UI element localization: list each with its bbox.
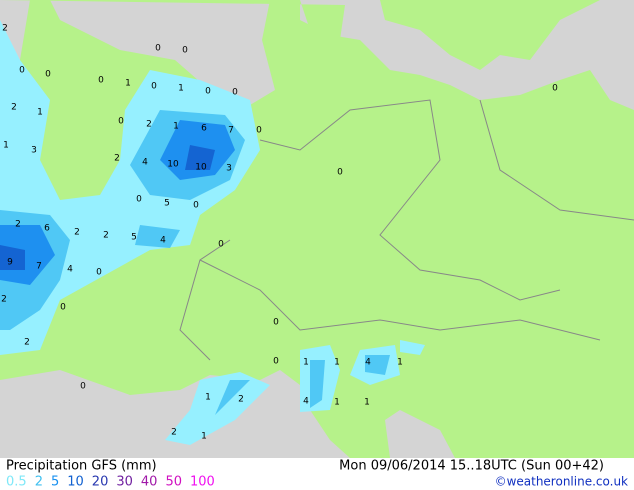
precip-value: 0 xyxy=(155,44,161,54)
legend-item: 5 xyxy=(51,475,59,490)
precip-value: 5 xyxy=(164,199,170,209)
precip-value: 4 xyxy=(365,358,371,368)
legend-item: 40 xyxy=(141,475,158,490)
precip-value: 2 xyxy=(238,395,244,405)
precip-value: 0 xyxy=(232,88,238,98)
precip-value: 1 xyxy=(205,393,211,403)
precip-value: 2 xyxy=(146,120,152,130)
precip-value: 0 xyxy=(80,382,86,392)
precip-value: 1 xyxy=(303,358,309,368)
precip-value: 0 xyxy=(45,70,51,80)
precip-value: 7 xyxy=(228,126,234,136)
legend: 0.5 2 5 10 20 30 40 50 100 xyxy=(6,475,215,490)
precip-value: 3 xyxy=(226,164,232,174)
rain-0-5 xyxy=(0,20,260,355)
rain-5 xyxy=(0,120,235,285)
baltic xyxy=(300,0,634,110)
precip-value: 1 xyxy=(178,84,184,94)
border xyxy=(179,239,231,361)
precip-value: 2 xyxy=(114,154,120,164)
precip-value: 0 xyxy=(60,303,66,313)
precip-value: 9 xyxy=(7,258,13,268)
precip-value: 0 xyxy=(136,195,142,205)
precip-value: 1 xyxy=(334,358,340,368)
precip-value: 1 xyxy=(173,122,179,132)
precip-value: 4 xyxy=(160,236,166,246)
precip-value: 3 xyxy=(31,146,37,156)
border xyxy=(199,259,601,341)
rain-2-south xyxy=(215,355,390,415)
precip-value: 0 xyxy=(273,357,279,367)
precip-value: 1 xyxy=(125,79,131,89)
precip-value: 1 xyxy=(334,398,340,408)
precip-value: 1 xyxy=(3,141,9,151)
adriatic xyxy=(385,410,455,458)
precip-value: 6 xyxy=(44,224,50,234)
map-title: Precipitation GFS (mm) xyxy=(6,459,157,474)
legend-item: 100 xyxy=(190,475,215,490)
run-time: Mon 09/06/2014 15..18UTC (Sun 00+42) xyxy=(339,459,604,474)
precip-value: 5 xyxy=(131,233,137,243)
legend-item: 10 xyxy=(67,475,84,490)
precip-value: 0 xyxy=(256,126,262,136)
credit: ©weatheronline.co.uk xyxy=(495,475,628,489)
precip-value: 0 xyxy=(19,66,25,76)
legend-item: 20 xyxy=(92,475,109,490)
precip-value: 0 xyxy=(182,46,188,56)
rain-10 xyxy=(0,145,215,270)
precip-value: 0 xyxy=(96,268,102,278)
precip-value: 1 xyxy=(37,108,43,118)
precip-value: 4 xyxy=(67,265,73,275)
precip-value: 10 xyxy=(195,163,207,173)
legend-item: 30 xyxy=(116,475,133,490)
precip-value: 2 xyxy=(24,338,30,348)
precip-value: 0 xyxy=(193,201,199,211)
precip-value: 0 xyxy=(205,87,211,97)
precip-value: 0 xyxy=(273,318,279,328)
precip-value: 0 xyxy=(98,76,104,86)
precip-value: 2 xyxy=(103,231,109,241)
precipitation xyxy=(0,20,425,445)
border xyxy=(259,99,561,301)
precip-value: 0 xyxy=(118,117,124,127)
north-sea xyxy=(0,0,275,105)
precip-value: 4 xyxy=(142,158,148,168)
precip-value: 2 xyxy=(2,24,8,34)
precip-value: 4 xyxy=(303,397,309,407)
precip-value: 1 xyxy=(364,398,370,408)
precip-value: 2 xyxy=(11,103,17,113)
legend-item: 50 xyxy=(165,475,182,490)
legend-item: 2 xyxy=(35,475,43,490)
precip-value: 10 xyxy=(167,160,179,170)
precip-value: 0 xyxy=(552,84,558,94)
precip-value: 2 xyxy=(74,228,80,238)
precip-value: 0 xyxy=(151,82,157,92)
precip-value: 2 xyxy=(171,428,177,438)
precip-value: 1 xyxy=(201,432,207,442)
precip-value: 7 xyxy=(36,262,42,272)
precip-value: 2 xyxy=(15,220,21,230)
precip-value: 1 xyxy=(397,358,403,368)
precip-value: 0 xyxy=(218,240,224,250)
border xyxy=(479,99,634,221)
legend-item: 0.5 xyxy=(6,475,27,490)
rain-0-5-south xyxy=(165,340,425,445)
footer xyxy=(0,458,634,490)
precip-value: 6 xyxy=(201,124,207,134)
precip-value: 2 xyxy=(1,295,7,305)
precip-value: 0 xyxy=(337,168,343,178)
